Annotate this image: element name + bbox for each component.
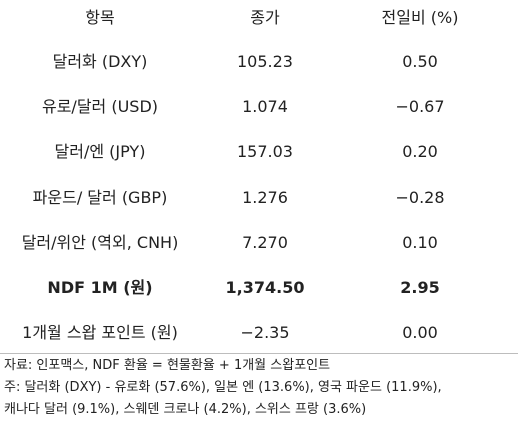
header-cell: 전일비 (%) [381,8,459,27]
separator [0,353,518,354]
table-cell: 유로/달러 (USD) [41,97,159,117]
table-cell: 1.276 [242,187,288,207]
table-cell: −0.67 [395,97,445,117]
table-cell: 0.50 [402,52,438,71]
note-line: 자료: 인포맥스, NDF 환율 = 현물환율 + 1개월 스왑포인트 [4,358,331,373]
table-cell: 달러/엔 (JPY) [54,142,146,162]
table-cell: 파운드/ 달러 (GBP) [32,187,168,207]
note-line: 캐나다 달러 (9.1%), 스웨덴 크로나 (4.2%), 스위스 프랑 (3… [4,402,367,417]
table-cell: −2.35 [240,323,290,343]
note-line: 주: 달러화 (DXY) - 유로화 (57.6%), 일본 엔 (13.6%)… [4,380,442,395]
table-cell: 0.20 [402,142,438,162]
table-cell: 0.10 [402,232,438,252]
table-cell: 2.95 [400,278,440,297]
table-cell: NDF 1M (원) [47,278,153,297]
table-cell: 7.270 [242,232,288,252]
table-cell: 달러화 (DXY) [52,52,148,71]
table-cell: 1,374.50 [225,278,305,297]
table-cell: −0.28 [395,187,445,207]
header-cell: 종가 [250,8,280,27]
table-cell: 105.23 [237,52,293,71]
table-cell: 1.074 [242,97,288,117]
table-cell: 0.00 [402,323,438,343]
table-cell: 157.03 [237,142,293,162]
header-cell: 항목 [85,8,115,27]
table-cell: 1개월 스왑 포인트 (원) [22,323,178,343]
table-cell: 달러/위안 (역외, CNH) [21,232,179,252]
